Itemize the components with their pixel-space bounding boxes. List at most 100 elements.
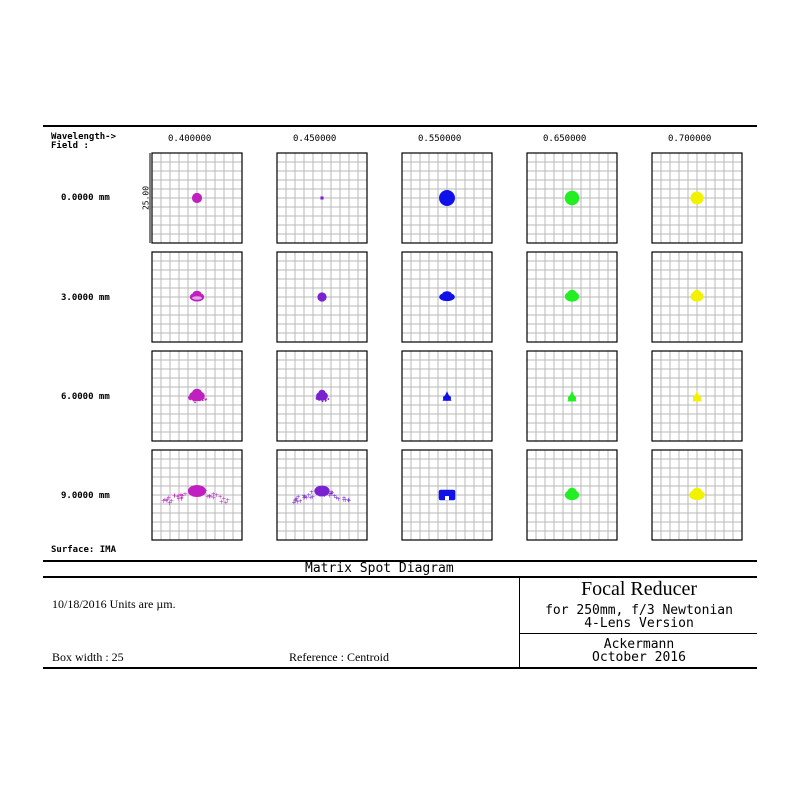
- svg-text:+: +: [309, 489, 314, 496]
- field-label-row-4: 9.0000 mm: [61, 491, 110, 501]
- svg-text:+: +: [294, 496, 299, 503]
- wavelength-label: Wavelength->: [51, 132, 117, 142]
- spot-box-r1-c4: [526, 152, 618, 244]
- svg-text:+: +: [346, 497, 351, 504]
- svg-text:+: +: [214, 492, 219, 499]
- svg-text:+: +: [179, 495, 184, 502]
- svg-text:+: +: [198, 486, 203, 493]
- svg-text:+: +: [207, 494, 212, 501]
- svg-text:+: +: [302, 493, 307, 500]
- svg-text:+: +: [211, 494, 216, 501]
- spot-box-r2-c5: [651, 251, 743, 343]
- spot-r4-c2: ++++ ++++ +++ ++++++++++ +++++++++ ++++++ ++ ++: [291, 485, 352, 506]
- spot-box-r2-c4: [526, 251, 618, 343]
- svg-text:+: +: [327, 493, 332, 500]
- svg-text:+: +: [191, 489, 196, 496]
- spot-box-r1-c3: [401, 152, 493, 244]
- spot-r1-c1: [191, 192, 203, 204]
- spot-box-r3-c5: [651, 350, 743, 442]
- svg-text:+: +: [317, 490, 322, 497]
- svg-text:+: +: [200, 490, 205, 497]
- box-width: Box width : 25: [52, 650, 124, 664]
- svg-text:+: +: [164, 497, 169, 504]
- svg-text:+: +: [318, 488, 323, 495]
- svg-text:+: +: [179, 492, 184, 499]
- svg-text:+: +: [295, 499, 300, 506]
- svg-text:+: +: [225, 497, 230, 504]
- spot-box-r2-c3: [401, 251, 493, 343]
- svg-text:+: +: [167, 500, 172, 507]
- release-date: October 2016: [592, 650, 686, 665]
- spot-r2-c1: [189, 290, 205, 302]
- svg-text:+: +: [329, 489, 334, 496]
- spot-box-r4-c3: [401, 449, 493, 541]
- spot-box-r4-c4: [526, 449, 618, 541]
- svg-text:+: +: [176, 496, 181, 503]
- svg-text:+: +: [179, 496, 184, 503]
- svg-text:+: +: [317, 492, 322, 499]
- svg-text:+: +: [304, 495, 309, 502]
- spot-r3-c5: [692, 390, 702, 402]
- svg-text:+: +: [221, 495, 226, 502]
- lens-title: Focal Reducer: [580, 578, 698, 600]
- svg-text:+: +: [208, 494, 213, 501]
- svg-text:+: +: [172, 492, 177, 499]
- wavelength-heading-3: 0.550000: [418, 134, 462, 144]
- svg-text:+: +: [316, 487, 321, 494]
- svg-text:+: +: [161, 498, 166, 505]
- svg-text:+: +: [301, 495, 306, 502]
- svg-text:+: +: [190, 489, 195, 496]
- svg-text:+: +: [321, 488, 326, 495]
- spot-box-r4-c2: ++++ ++++ +++ ++++++++++ +++++++++ ++++++ ++ ++: [276, 449, 368, 541]
- svg-text:+: +: [322, 491, 327, 498]
- spot-box-r3-c3: [401, 350, 493, 442]
- svg-text:+: +: [166, 494, 171, 501]
- spot-r4-c5: [689, 487, 705, 501]
- svg-text:+: +: [218, 493, 223, 500]
- svg-text:+: +: [347, 498, 352, 505]
- svg-text:+: +: [197, 491, 202, 498]
- svg-text:+: +: [336, 496, 341, 503]
- spot-r1-c5: [690, 191, 704, 205]
- svg-text:+: +: [302, 494, 307, 501]
- spot-box-r3-c1: [151, 350, 243, 442]
- svg-text:+: +: [223, 500, 228, 507]
- wavelength-heading-1: 0.400000: [168, 134, 212, 144]
- svg-text:+: +: [175, 494, 180, 501]
- spot-r2-c5: [690, 289, 704, 302]
- svg-text:+: +: [322, 492, 327, 499]
- svg-text:+: +: [211, 491, 216, 498]
- spot-r1-c3: [439, 190, 455, 206]
- svg-text:+: +: [334, 495, 339, 502]
- svg-text:+: +: [316, 488, 321, 495]
- svg-text:+: +: [342, 495, 347, 502]
- svg-text:+: +: [169, 498, 174, 505]
- field-label-row-3: 6.0000 mm: [61, 392, 110, 402]
- svg-text:+: +: [329, 491, 334, 498]
- spot-r3-c2: [315, 389, 330, 403]
- spot-r2-c2: [317, 292, 327, 302]
- spot-r1-c2: [320, 196, 324, 200]
- svg-text:+: +: [332, 493, 337, 500]
- svg-text:+: +: [293, 498, 298, 505]
- svg-text:+: +: [192, 491, 197, 498]
- spot-box-r1-c5: [651, 152, 743, 244]
- spot-box-r4-c1: +++++++ +++ +++++ ++++++ ++ ++ ++++++ +++++ ++++: [151, 449, 243, 541]
- wavelength-heading-4: 0.650000: [543, 134, 587, 144]
- svg-text:+: +: [341, 497, 346, 504]
- spot-box-r3-c4: [526, 350, 618, 442]
- svg-text:+: +: [207, 493, 212, 500]
- svg-text:+: +: [310, 494, 315, 501]
- spot-r2-c4: [564, 289, 580, 302]
- reference: Reference : Centroid: [289, 650, 389, 664]
- wavelength-heading-5: 0.700000: [668, 134, 712, 144]
- field-label-row-2: 3.0000 mm: [61, 293, 110, 303]
- lens-subtitle-2: 4-Lens Version: [584, 616, 694, 631]
- spot-diagram-matrix: +++++++ +++ +++++ ++++++ ++ ++ ++++++ +++++ ++++…: [149, 152, 743, 541]
- spot-r3-c1: [187, 388, 207, 404]
- svg-text:+: +: [298, 498, 303, 505]
- footer-bottom-rule: [43, 667, 757, 669]
- svg-text:+: +: [328, 490, 333, 497]
- diagram-title: Matrix Spot Diagram: [305, 561, 454, 576]
- author: Ackermann: [603, 637, 675, 652]
